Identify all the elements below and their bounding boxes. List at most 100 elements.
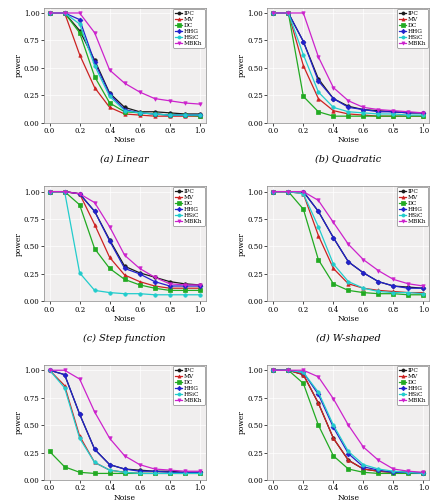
HSiC	[47, 188, 52, 194]
Line: HSiC: HSiC	[272, 368, 425, 475]
MV	[197, 470, 202, 476]
HHG	[77, 16, 82, 22]
HHG	[361, 106, 366, 112]
DC	[391, 113, 396, 119]
DC	[271, 367, 276, 373]
Y-axis label: power: power	[14, 410, 22, 434]
HSiC	[391, 468, 396, 474]
MBKh	[406, 109, 411, 115]
IPC	[137, 467, 142, 473]
HHG	[92, 60, 97, 66]
HHG	[346, 259, 351, 265]
HHG	[122, 466, 127, 472]
IPC	[47, 10, 52, 16]
IPC	[331, 234, 336, 240]
MBKh	[271, 188, 276, 194]
MV	[77, 433, 82, 439]
HSiC	[167, 470, 172, 476]
IPC	[182, 111, 187, 117]
MV	[182, 113, 187, 119]
MV	[391, 288, 396, 294]
DC	[182, 470, 187, 476]
MV	[152, 470, 157, 476]
DC	[301, 94, 306, 100]
DC	[406, 113, 411, 119]
MBKh	[421, 283, 426, 289]
HHG	[167, 283, 172, 289]
MV	[301, 62, 306, 68]
HSiC	[301, 191, 306, 197]
IPC	[421, 110, 426, 116]
Y-axis label: power: power	[238, 410, 246, 434]
IPC	[406, 284, 411, 290]
IPC	[346, 457, 351, 463]
MBKh	[421, 470, 426, 476]
HSiC	[92, 460, 97, 466]
Line: DC: DC	[48, 450, 201, 475]
DC	[197, 288, 202, 294]
Legend: IPC, MV, DC, HHG, HSiC, MBKh: IPC, MV, DC, HHG, HSiC, MBKh	[397, 8, 428, 48]
HSiC	[182, 292, 187, 298]
DC	[316, 109, 321, 115]
DC	[167, 288, 172, 294]
MBKh	[92, 409, 97, 415]
MV	[62, 188, 67, 194]
DC	[122, 109, 127, 115]
IPC	[346, 104, 351, 110]
DC	[107, 100, 112, 106]
Line: DC: DC	[48, 190, 201, 292]
IPC	[301, 372, 306, 378]
IPC	[331, 96, 336, 102]
HSiC	[137, 470, 142, 476]
IPC	[62, 10, 67, 16]
HSiC	[62, 385, 67, 391]
MBKh	[152, 96, 157, 102]
MBKh	[197, 468, 202, 474]
HSiC	[271, 188, 276, 194]
HSiC	[346, 109, 351, 115]
IPC	[152, 274, 157, 280]
MV	[47, 10, 52, 16]
DC	[406, 292, 411, 298]
DC	[271, 188, 276, 194]
MBKh	[107, 224, 112, 230]
Legend: IPC, MV, DC, HHG, HSiC, MBKh: IPC, MV, DC, HHG, HSiC, MBKh	[397, 188, 428, 226]
MBKh	[62, 367, 67, 373]
HHG	[301, 370, 306, 376]
MBKh	[62, 188, 67, 194]
MV	[92, 84, 97, 90]
HSiC	[92, 288, 97, 294]
HSiC	[301, 52, 306, 58]
HHG	[286, 188, 291, 194]
HHG	[77, 191, 82, 197]
HSiC	[406, 290, 411, 296]
DC	[331, 453, 336, 459]
DC	[62, 188, 67, 194]
HHG	[376, 278, 381, 284]
HHG	[137, 271, 142, 277]
HHG	[271, 367, 276, 373]
HHG	[92, 208, 97, 214]
MBKh	[316, 54, 321, 60]
DC	[406, 470, 411, 476]
Text: (c) Step function: (c) Step function	[83, 334, 166, 343]
DC	[107, 470, 112, 476]
MV	[182, 285, 187, 291]
DC	[346, 113, 351, 119]
DC	[152, 470, 157, 476]
Legend: IPC, MV, DC, HHG, HSiC, MBKh: IPC, MV, DC, HHG, HSiC, MBKh	[173, 366, 204, 405]
HSiC	[122, 108, 127, 114]
DC	[331, 281, 336, 287]
HSiC	[376, 466, 381, 472]
HHG	[62, 188, 67, 194]
MBKh	[197, 282, 202, 288]
HHG	[152, 278, 157, 284]
HHG	[391, 283, 396, 289]
HHG	[316, 208, 321, 214]
HHG	[286, 367, 291, 373]
MBKh	[137, 266, 142, 272]
DC	[137, 110, 142, 116]
MBKh	[167, 281, 172, 287]
DC	[122, 470, 127, 476]
MV	[152, 283, 157, 289]
